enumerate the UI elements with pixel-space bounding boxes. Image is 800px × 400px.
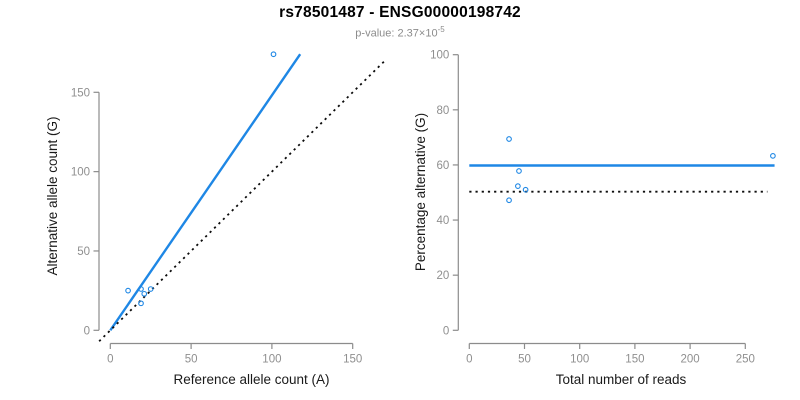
data-point <box>522 186 529 193</box>
right-y-axis-title: Percentage alternative (G) <box>413 112 428 272</box>
data-point <box>506 136 512 142</box>
y-tick-label: 100 <box>71 167 90 179</box>
data-point <box>270 51 277 58</box>
p-value-base: p-value: 2.37×10 <box>355 27 438 40</box>
x-tick-label: 250 <box>736 354 755 366</box>
x-tick-label: 50 <box>185 354 198 366</box>
x-tick-label: 100 <box>570 354 589 366</box>
fit-line <box>109 53 302 331</box>
data-point <box>138 286 144 292</box>
data-point <box>506 197 512 204</box>
data-point <box>141 290 148 297</box>
x-tick-label: 150 <box>343 354 362 366</box>
x-tick-label: 150 <box>625 354 644 366</box>
data-point <box>770 152 776 159</box>
y-tick-label: 40 <box>437 215 450 227</box>
y-tick-label: 50 <box>77 246 90 258</box>
left-x-axis-title: Reference allele count (A) <box>173 372 330 387</box>
y-tick-label: 80 <box>437 105 450 117</box>
x-tick-label: 0 <box>107 354 113 366</box>
y-tick-label: 100 <box>430 50 449 62</box>
data-point <box>516 168 522 174</box>
identity-line <box>98 58 388 342</box>
data-point <box>147 286 154 292</box>
y-tick-label: 20 <box>437 270 450 282</box>
left-y-axis-title: Alternative allele count (G) <box>45 116 60 276</box>
x-tick-label: 0 <box>466 354 472 366</box>
data-point <box>515 183 521 190</box>
page-title: rs78501487 - ENSG00000198742 <box>279 4 521 21</box>
data-point <box>138 300 144 307</box>
y-tick-label: 0 <box>84 325 90 337</box>
x-tick-label: 50 <box>518 354 531 366</box>
right-x-axis-title: Total number of reads <box>555 372 687 387</box>
y-tick-label: 150 <box>71 87 90 99</box>
y-tick-label: 0 <box>443 325 449 337</box>
x-tick-label: 200 <box>681 354 700 366</box>
data-point <box>125 287 131 294</box>
p-value-exponent: -5 <box>437 25 445 34</box>
p-value-subtitle: p-value: 2.37×10-5 <box>0 25 800 40</box>
x-tick-label: 100 <box>262 354 281 366</box>
y-tick-label: 60 <box>437 160 450 172</box>
